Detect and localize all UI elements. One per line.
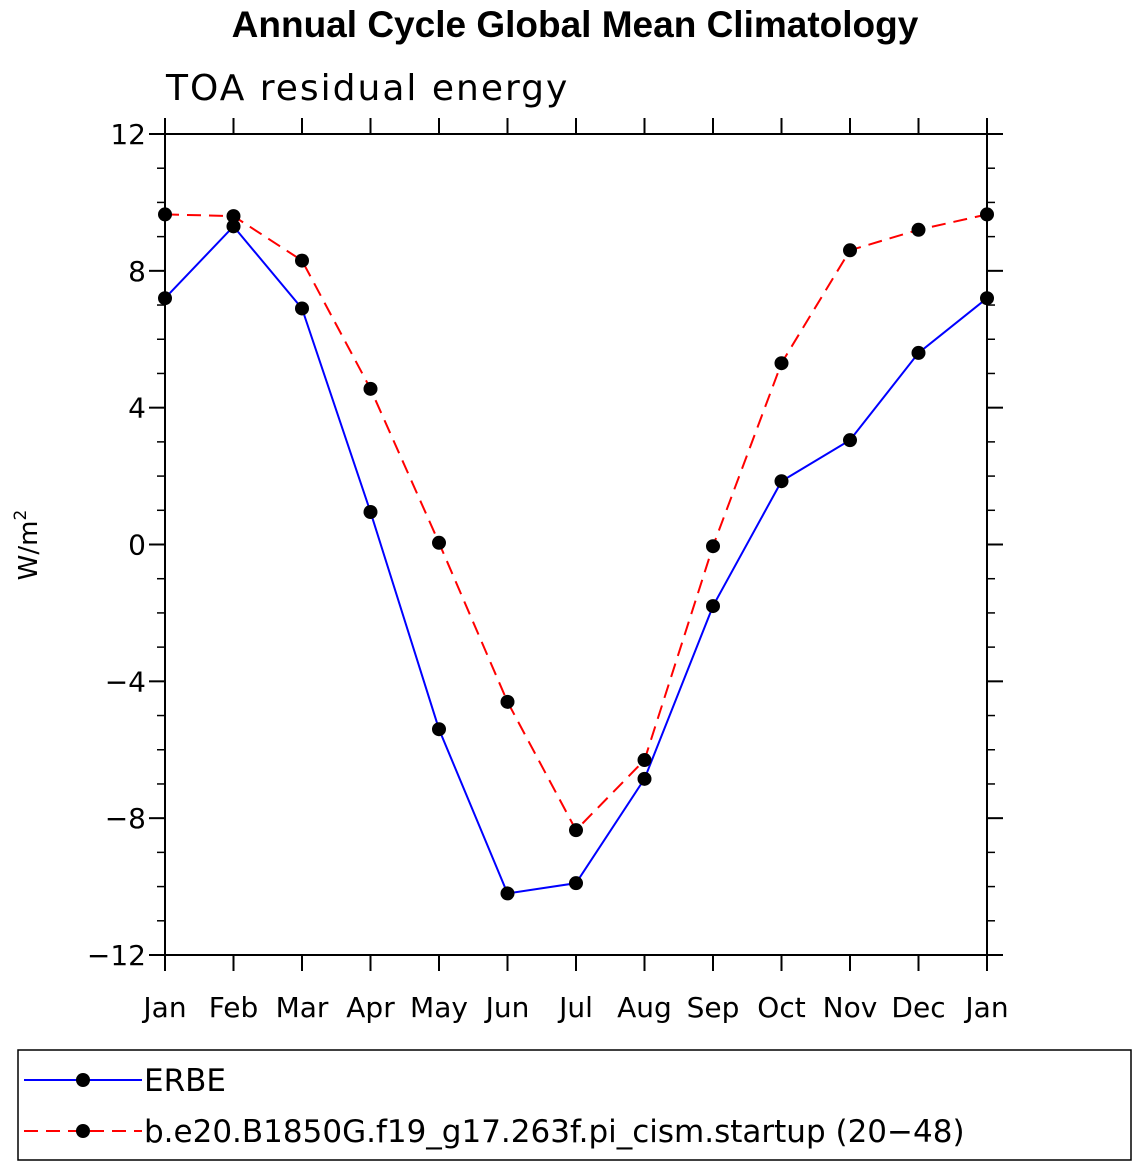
series-line-model — [164, 213, 988, 832]
x-tick-label: Jul — [557, 991, 593, 1024]
data-point-erbe — [158, 291, 172, 306]
data-point-model — [226, 209, 241, 224]
x-tick-label: Nov — [823, 991, 878, 1024]
y-axis-label: W/m2 — [11, 510, 44, 581]
y-tick-label: 12 — [110, 118, 146, 151]
series-layer — [158, 207, 994, 901]
data-point-erbe — [706, 599, 720, 614]
data-point-erbe — [295, 301, 309, 316]
data-point-model — [706, 539, 720, 554]
x-tick-label: Apr — [346, 991, 395, 1024]
x-tick-labels: Jan Feb Mar Apr May Jun Jul Aug Sep Oct Nov Dec Jan — [141, 991, 1008, 1024]
x-tick-label: Dec — [891, 991, 945, 1024]
minor-ticks — [157, 167, 995, 922]
data-point-model — [158, 207, 172, 222]
y-tick-label: −8 — [105, 802, 146, 835]
data-point-erbe — [226, 219, 241, 234]
y-tick-label: 8 — [128, 255, 146, 288]
y-tick-label: 4 — [128, 392, 146, 425]
y-axis-label-superscript: 2 — [11, 510, 31, 521]
data-point-model — [637, 753, 652, 768]
x-tick-label: Sep — [687, 991, 740, 1024]
legend: ERBE b.e20.B1850G.f19_g17.263f.pi_cism.s… — [17, 1049, 1132, 1161]
x-tick-label: Aug — [617, 991, 672, 1024]
data-point-model — [432, 535, 446, 550]
data-point-erbe — [637, 771, 652, 786]
legend-entry-model: b.e20.B1850G.f19_g17.263f.pi_cism.startu… — [24, 1114, 965, 1150]
data-point-model — [500, 694, 515, 709]
plot-frame — [164, 133, 988, 956]
x-tick-label: Oct — [757, 991, 805, 1024]
x-tick-label: Jan — [963, 991, 1008, 1024]
data-point-model — [843, 243, 857, 258]
x-tick-label: Jan — [141, 991, 186, 1024]
data-point-erbe — [363, 505, 378, 520]
y-tick-label: −12 — [87, 939, 146, 972]
y-tick-labels: −12 −8 −4 0 4 8 12 — [87, 118, 146, 972]
data-point-model — [569, 823, 583, 838]
data-point-erbe — [569, 876, 583, 891]
x-tick-label: Jun — [484, 991, 530, 1024]
chart-title: Annual Cycle Global Mean Climatology — [232, 4, 919, 45]
series-line-erbe — [164, 224, 988, 895]
data-point-erbe — [843, 433, 857, 448]
data-point-model — [911, 222, 926, 237]
y-tick-label: 0 — [128, 529, 146, 562]
legend-label-erbe: ERBE — [144, 1063, 226, 1099]
x-tick-label: Feb — [209, 991, 259, 1024]
data-point-erbe — [774, 474, 789, 489]
major-ticks — [149, 118, 1003, 971]
data-point-erbe — [980, 291, 994, 306]
data-point-erbe — [500, 886, 515, 901]
x-tick-label: May — [410, 991, 468, 1024]
data-point-model — [774, 356, 789, 371]
legend-marker-erbe — [76, 1073, 90, 1087]
legend-entry-erbe: ERBE — [24, 1063, 226, 1099]
y-axis-label-base: W/m — [14, 521, 44, 581]
y-tick-label: −4 — [105, 665, 146, 698]
data-point-model — [363, 381, 378, 396]
data-point-erbe — [432, 722, 446, 737]
data-point-model — [980, 207, 994, 222]
legend-box — [17, 1049, 1132, 1161]
legend-marker-model — [76, 1124, 90, 1138]
legend-label-model: b.e20.B1850G.f19_g17.263f.pi_cism.startu… — [144, 1114, 965, 1150]
data-point-model — [295, 253, 309, 268]
x-tick-label: Mar — [276, 991, 329, 1024]
data-point-erbe — [911, 345, 926, 360]
chart-subtitle: TOA residual energy — [165, 68, 569, 109]
